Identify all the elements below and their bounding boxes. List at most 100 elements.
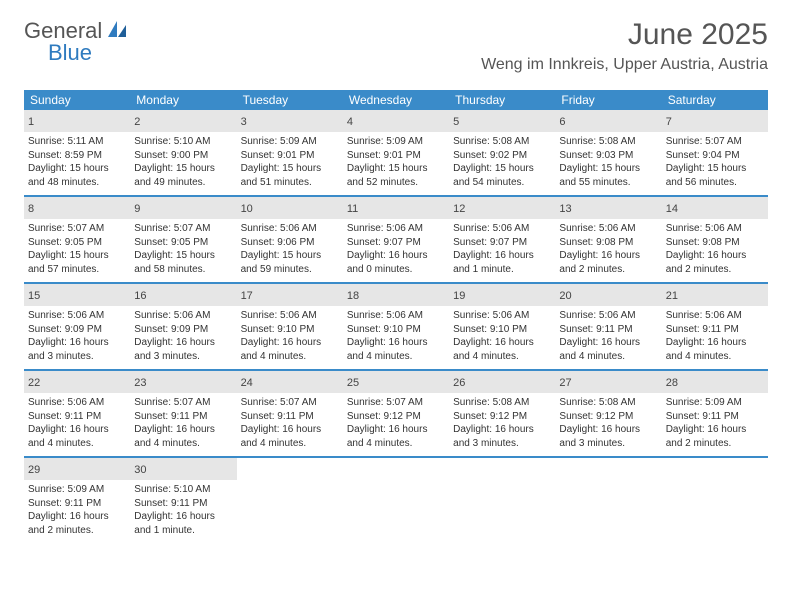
day-info-line: Sunrise: 5:09 AM	[241, 135, 339, 149]
day-number: 23	[134, 377, 146, 389]
day-info-line: Sunrise: 5:06 AM	[241, 222, 339, 236]
day-info-line: and 1 minute.	[453, 263, 551, 277]
day-info-line: Sunset: 9:11 PM	[28, 410, 126, 424]
day-number-bar: 14	[662, 197, 768, 219]
day-number-bar: 2	[130, 110, 236, 132]
day-cell: 26Sunrise: 5:08 AMSunset: 9:12 PMDayligh…	[449, 371, 555, 456]
day-info-line: Sunset: 9:11 PM	[134, 497, 232, 511]
day-info-line: Sunrise: 5:07 AM	[666, 135, 764, 149]
day-info-line: Sunrise: 5:06 AM	[559, 309, 657, 323]
day-info-line: and 4 minutes.	[453, 350, 551, 364]
day-info-line: Sunset: 9:11 PM	[559, 323, 657, 337]
day-info-line: and 0 minutes.	[347, 263, 445, 277]
day-number: 12	[453, 203, 465, 215]
logo: General Blue	[24, 18, 130, 44]
day-number-bar: 12	[449, 197, 555, 219]
day-info-line: Daylight: 16 hours	[347, 249, 445, 263]
day-cell: 15 Sunrise: 5:06 AMSunset: 9:09 PMDayligh…	[24, 284, 130, 369]
day-info-line: Daylight: 16 hours	[241, 423, 339, 437]
day-number: 24	[241, 377, 253, 389]
day-number: 13	[559, 203, 571, 215]
day-number-bar: 27	[555, 371, 661, 393]
day-info-line: Daylight: 16 hours	[666, 423, 764, 437]
week-row: 22Sunrise: 5:06 AMSunset: 9:11 PMDayligh…	[24, 371, 768, 458]
day-info-line: Sunset: 9:01 PM	[347, 149, 445, 163]
location-text: Weng im Innkreis, Upper Austria, Austria	[481, 56, 768, 74]
empty-day-cell	[449, 458, 555, 543]
day-info-line: and 4 minutes.	[241, 437, 339, 451]
day-info-line: Daylight: 16 hours	[134, 423, 232, 437]
day-cell: 29Sunrise: 5:09 AMSunset: 9:11 PMDayligh…	[24, 458, 130, 543]
day-cell: 14Sunrise: 5:06 AMSunset: 9:08 PMDayligh…	[662, 197, 768, 282]
day-number: 21	[666, 290, 678, 302]
day-info-line: and 4 minutes.	[28, 437, 126, 451]
day-number-bar: 29	[24, 458, 130, 480]
day-cell: 6Sunrise: 5:08 AMSunset: 9:03 PMDaylight…	[555, 110, 661, 195]
day-info-line: and 3 minutes.	[453, 437, 551, 451]
day-info-line: Daylight: 16 hours	[453, 336, 551, 350]
day-number: 1	[28, 116, 34, 128]
title-block: June 2025 Weng im Innkreis, Upper Austri…	[481, 18, 768, 74]
day-info-line: Sunrise: 5:06 AM	[666, 309, 764, 323]
day-info-line: Sunset: 9:09 PM	[28, 323, 126, 337]
day-info-line: Sunrise: 5:08 AM	[453, 396, 551, 410]
day-info-line: Sunrise: 5:07 AM	[28, 222, 126, 236]
day-number: 26	[453, 377, 465, 389]
day-info-line: and 52 minutes.	[347, 176, 445, 190]
day-cell: 5Sunrise: 5:08 AMSunset: 9:02 PMDaylight…	[449, 110, 555, 195]
day-info-line: Sunset: 9:04 PM	[666, 149, 764, 163]
day-info-line: and 56 minutes.	[666, 176, 764, 190]
day-cell: 19Sunrise: 5:06 AMSunset: 9:10 PMDayligh…	[449, 284, 555, 369]
day-info-line: Daylight: 15 hours	[347, 162, 445, 176]
day-number-bar: 13	[555, 197, 661, 219]
day-cell: 23Sunrise: 5:07 AMSunset: 9:11 PMDayligh…	[130, 371, 236, 456]
day-info-line: Daylight: 16 hours	[666, 336, 764, 350]
day-cell: 18Sunrise: 5:06 AMSunset: 9:10 PMDayligh…	[343, 284, 449, 369]
day-number: 5	[453, 116, 459, 128]
day-info-line: Sunrise: 5:07 AM	[134, 396, 232, 410]
day-info-line: Sunset: 9:12 PM	[347, 410, 445, 424]
day-info-line: and 4 minutes.	[666, 350, 764, 364]
day-cell: 12Sunrise: 5:06 AMSunset: 9:07 PMDayligh…	[449, 197, 555, 282]
day-number: 4	[347, 116, 353, 128]
weekday-tuesday: Tuesday	[237, 90, 343, 110]
day-info-line: Sunrise: 5:07 AM	[134, 222, 232, 236]
day-info-line: Daylight: 16 hours	[241, 336, 339, 350]
day-info-line: Daylight: 15 hours	[453, 162, 551, 176]
day-info-line: and 4 minutes.	[134, 437, 232, 451]
day-info-line: and 49 minutes.	[134, 176, 232, 190]
day-info-line: Daylight: 16 hours	[28, 423, 126, 437]
day-number-bar: 11	[343, 197, 449, 219]
day-info-line: Daylight: 16 hours	[559, 336, 657, 350]
day-number-bar: 23	[130, 371, 236, 393]
day-info-line: Sunset: 9:12 PM	[453, 410, 551, 424]
day-info-line: Sunrise: 5:09 AM	[666, 396, 764, 410]
day-info-line: and 2 minutes.	[666, 263, 764, 277]
day-number-bar: 15	[24, 284, 130, 306]
day-number: 25	[347, 377, 359, 389]
day-info-line: Daylight: 16 hours	[28, 336, 126, 350]
empty-day-cell	[555, 458, 661, 543]
day-info-line: and 48 minutes.	[28, 176, 126, 190]
day-number-bar: 9	[130, 197, 236, 219]
day-info-line: and 54 minutes.	[453, 176, 551, 190]
day-info-line: Daylight: 16 hours	[347, 336, 445, 350]
day-info-line: Daylight: 16 hours	[134, 510, 232, 524]
day-number: 7	[666, 116, 672, 128]
day-cell: 28Sunrise: 5:09 AMSunset: 9:11 PMDayligh…	[662, 371, 768, 456]
calendar: SundayMondayTuesdayWednesdayThursdayFrid…	[24, 90, 768, 543]
empty-day-cell	[343, 458, 449, 543]
day-info-line: and 4 minutes.	[241, 350, 339, 364]
day-number: 2	[134, 116, 140, 128]
day-number: 6	[559, 116, 565, 128]
day-info-line: Sunrise: 5:06 AM	[28, 309, 126, 323]
day-info-line: Sunset: 9:00 PM	[134, 149, 232, 163]
day-info-line: and 55 minutes.	[559, 176, 657, 190]
day-number-bar: 28	[662, 371, 768, 393]
day-info-line: and 1 minute.	[134, 524, 232, 538]
day-number: 17	[241, 290, 253, 302]
day-info-line: Sunrise: 5:06 AM	[241, 309, 339, 323]
day-info-line: Sunrise: 5:07 AM	[241, 396, 339, 410]
day-info-line: and 4 minutes.	[559, 350, 657, 364]
day-info-line: Sunrise: 5:09 AM	[347, 135, 445, 149]
